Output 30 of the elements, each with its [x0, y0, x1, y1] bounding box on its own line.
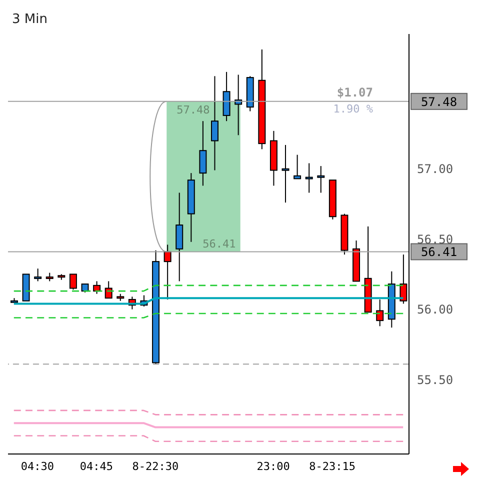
annotation: $1.07 — [336, 85, 373, 100]
chart-title: 3 Min — [12, 12, 48, 27]
ref-line-label: 56.41 — [420, 245, 458, 260]
ref-line-label: 57.48 — [420, 94, 458, 109]
y-tick-label: 56.50 — [417, 232, 454, 246]
annotation: 1.90 % — [333, 102, 374, 116]
annotation: 57.48 — [176, 103, 210, 116]
candlestick — [305, 162, 313, 194]
y-tick-label: 57.00 — [417, 162, 454, 176]
candlestick — [69, 274, 77, 290]
candlestick — [282, 144, 290, 204]
candlestick — [376, 298, 384, 327]
candlestick — [34, 268, 42, 282]
candlestick — [176, 192, 184, 282]
candlestick — [317, 166, 325, 194]
candlestick — [199, 120, 207, 186]
candlestick — [222, 71, 230, 122]
x-tick-label: 8-23:15 — [309, 460, 356, 473]
x-tick-label: 04:45 — [80, 460, 114, 473]
x-tick-label: 23:00 — [256, 460, 290, 473]
candlestick — [211, 76, 218, 171]
y-tick-label: 56.00 — [417, 302, 454, 317]
candlestick — [294, 154, 302, 180]
x-tick-label: 8-22:30 — [132, 460, 179, 473]
candlestick — [164, 244, 172, 300]
x-tick-label: 04:30 — [20, 460, 54, 473]
y-tick-label: 55.50 — [417, 372, 454, 387]
candlestick — [104, 280, 112, 299]
annotation: 56.41 — [202, 238, 236, 251]
candlestick — [10, 298, 18, 303]
